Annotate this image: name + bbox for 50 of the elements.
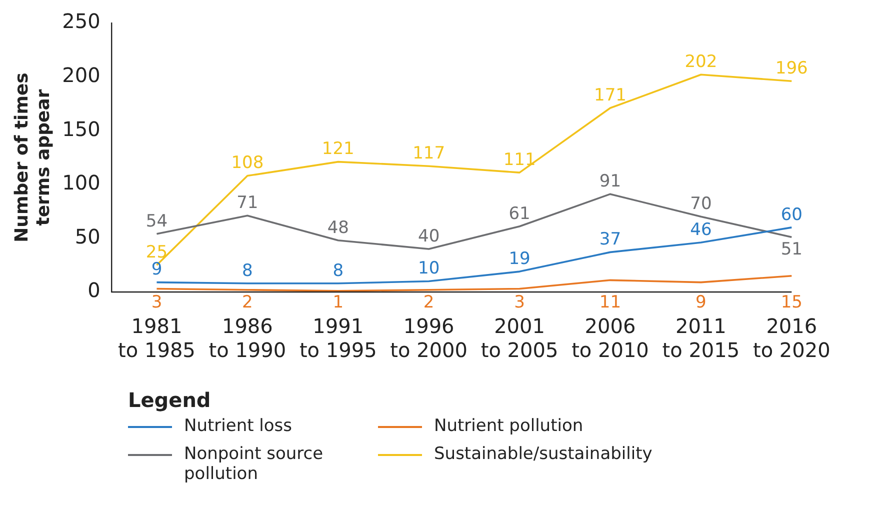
data-label: 10 bbox=[418, 258, 440, 279]
data-label: 15 bbox=[780, 292, 802, 312]
data-label: 2 bbox=[242, 292, 253, 312]
data-label: 121 bbox=[322, 139, 354, 160]
data-label: 1 bbox=[332, 292, 344, 312]
data-label: 19 bbox=[508, 248, 530, 269]
legend-label: Sustainable/sustainability bbox=[434, 444, 652, 464]
y-tick-label: 250 bbox=[62, 9, 100, 34]
data-label: 171 bbox=[594, 85, 626, 106]
x-tick-label: 1981 to 1985 bbox=[118, 314, 196, 362]
data-label: 202 bbox=[684, 52, 718, 72]
x-tick-label: 1991 to 1995 bbox=[299, 314, 377, 362]
data-label: 111 bbox=[503, 150, 536, 170]
data-label: 196 bbox=[775, 58, 808, 79]
legend-label: Nutrient pollution bbox=[434, 416, 584, 436]
data-label: 46 bbox=[690, 220, 712, 240]
data-label: 8 bbox=[332, 260, 344, 281]
data-label: 108 bbox=[231, 153, 264, 174]
x-tick-label: 2006 to 2010 bbox=[572, 314, 649, 362]
x-tick-label: 1986 to 1990 bbox=[208, 314, 286, 362]
x-tick-label: 2016 to 2020 bbox=[752, 314, 830, 362]
data-label: 40 bbox=[418, 226, 440, 246]
data-label: 117 bbox=[412, 144, 446, 164]
data-label: 60 bbox=[780, 204, 802, 225]
legend-label: Nutrient loss bbox=[184, 416, 294, 436]
data-label: 70 bbox=[690, 194, 712, 214]
data-label: 2 bbox=[423, 292, 434, 312]
y-axis-title: Number of times terms appear bbox=[11, 72, 54, 242]
data-label: 9 bbox=[696, 292, 706, 312]
x-tick-label: 2011 to 2015 bbox=[662, 314, 740, 362]
data-label: 54 bbox=[146, 211, 168, 232]
y-tick-label: 0 bbox=[88, 278, 100, 302]
data-label: 61 bbox=[508, 204, 530, 224]
data-label: 91 bbox=[599, 172, 622, 192]
data-label: 37 bbox=[599, 230, 622, 250]
y-tick-label: 50 bbox=[74, 224, 100, 248]
x-tick-label: 2001 to 2005 bbox=[480, 314, 558, 362]
y-tick-label: 100 bbox=[62, 170, 100, 195]
data-label: 3 bbox=[151, 292, 162, 312]
data-label: 48 bbox=[327, 218, 349, 238]
legend-label: Nonpoint source pollution bbox=[184, 444, 324, 484]
y-tick-label: 200 bbox=[62, 63, 100, 88]
legend-title: Legend bbox=[128, 388, 212, 412]
data-label: 51 bbox=[780, 240, 802, 260]
data-label: 8 bbox=[242, 260, 253, 281]
x-tick-label: 1996 to 2000 bbox=[390, 314, 468, 362]
data-label: 71 bbox=[236, 193, 258, 214]
y-tick-label: 150 bbox=[62, 116, 100, 141]
data-label: 3 bbox=[514, 292, 525, 312]
data-label: 11 bbox=[599, 292, 622, 312]
